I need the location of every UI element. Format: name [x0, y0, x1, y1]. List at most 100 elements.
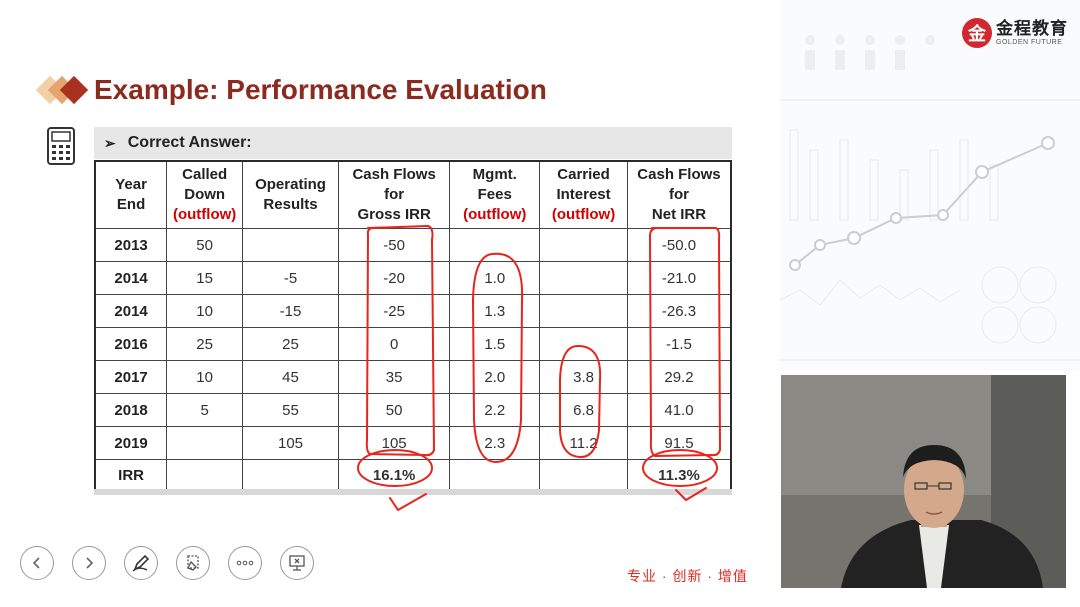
cell-operating-results: 55 — [242, 393, 339, 427]
highlighter-button[interactable] — [176, 546, 210, 580]
cell-called-down: 15 — [166, 261, 244, 295]
cell-mgmt-fees: 2.3 — [449, 426, 541, 460]
cell-mgmt-fees — [449, 228, 541, 262]
next-slide-button[interactable] — [72, 546, 106, 580]
cell-net-cf: 41.0 — [626, 393, 732, 427]
footer-slogan: 专业 · 创新 · 增值 — [627, 568, 748, 584]
cell-year: 2018 — [94, 393, 168, 427]
answer-label: Correct Answer: — [127, 134, 252, 151]
brand-name-cn: 金程教育 — [996, 19, 1068, 38]
prev-slide-button[interactable] — [20, 546, 54, 580]
cell-mgmt-fees: 1.3 — [449, 294, 541, 328]
cell-gross-cf: -50 — [337, 228, 451, 262]
cell-year: 2019 — [94, 426, 168, 460]
more-options-button[interactable] — [228, 546, 262, 580]
cell-gross-cf: -20 — [337, 261, 451, 295]
outflow-note: (outflow) — [172, 206, 237, 223]
cell-called-down — [166, 426, 244, 460]
irr-row: IRR 16.1% 11.3% — [94, 459, 732, 492]
cell-year: 2014 — [94, 261, 168, 295]
cell-operating-results: -15 — [242, 294, 339, 328]
cell-called-down: 10 — [166, 360, 244, 394]
cell-called-down: 10 — [166, 294, 244, 328]
cell-net-cf: -1.5 — [626, 327, 732, 361]
cell-mgmt-fees: 1.5 — [449, 327, 541, 361]
cell-operating-results: -5 — [242, 261, 339, 295]
table-row: 2019 105 105 2.3 11.2 91.5 — [94, 426, 732, 460]
highlighter-icon — [187, 555, 199, 571]
calculator-icon — [47, 127, 75, 165]
cell-carried-interest: 6.8 — [539, 393, 628, 427]
outflow-note: (outflow) — [463, 206, 527, 223]
table-row: 2014 10 -15 -25 1.3 -26.3 — [94, 294, 732, 328]
slideshow-toolbar — [20, 546, 314, 580]
screen-exit-icon — [289, 555, 305, 571]
brand-mark-icon: 金 — [962, 18, 992, 48]
cell-net-cf: -21.0 — [626, 261, 732, 295]
table-row: 2013 50 -50 -50.0 — [94, 228, 732, 262]
cell-net-cf: 91.5 — [626, 426, 732, 460]
cell-gross-cf: -25 — [337, 294, 451, 328]
cell-carried-interest — [539, 327, 628, 361]
cell-gross-cf: 0 — [337, 327, 451, 361]
bullet-arrow-icon: ➢ — [104, 134, 116, 151]
pen-tool-button[interactable] — [124, 546, 158, 580]
cell-net-cf: -50.0 — [626, 228, 732, 262]
cell-year: 2013 — [94, 228, 168, 262]
table-row: 2018 5 55 50 2.2 6.8 41.0 — [94, 393, 732, 427]
cell-called-down: 50 — [166, 228, 244, 262]
header-year-end: Year End — [94, 160, 168, 229]
cell-called-down: 25 — [166, 327, 244, 361]
cell-operating-results: 25 — [242, 327, 339, 361]
more-dots-icon — [236, 560, 254, 566]
brand-name-en: GOLDEN FUTURE — [996, 39, 1063, 46]
presenter-webcam — [781, 375, 1066, 588]
cell-irr-empty — [166, 459, 244, 492]
header-mgmt-fees: Mgmt. Fees (outflow) — [449, 160, 541, 229]
cell-year: 2016 — [94, 327, 168, 361]
cell-irr-empty — [242, 459, 339, 492]
header-called-down: Called Down (outflow) — [166, 160, 244, 229]
cell-operating-results: 45 — [242, 360, 339, 394]
cell-gross-cf: 105 — [337, 426, 451, 460]
cell-carried-interest — [539, 228, 628, 262]
cell-carried-interest — [539, 294, 628, 328]
header-carried-interest: Carried Interest (outflow) — [539, 160, 628, 229]
brand-logo: 金 金程教育 GOLDEN FUTURE — [962, 18, 1068, 48]
cash-flow-table: Year End Called Down (outflow) Operating Res… — [94, 160, 732, 492]
cell-carried-interest — [539, 261, 628, 295]
cell-net-cf: -26.3 — [626, 294, 732, 328]
exit-show-button[interactable] — [280, 546, 314, 580]
cell-mgmt-fees: 1.0 — [449, 261, 541, 295]
cell-net-cf: 29.2 — [626, 360, 732, 394]
chevron-left-icon — [32, 557, 40, 569]
chevron-right-icon — [86, 557, 94, 569]
cell-carried-interest: 3.8 — [539, 360, 628, 394]
cell-operating-results: 105 — [242, 426, 339, 460]
cell-carried-interest: 11.2 — [539, 426, 628, 460]
cell-irr-label: IRR — [94, 459, 168, 492]
cell-called-down: 5 — [166, 393, 244, 427]
cell-mgmt-fees: 2.0 — [449, 360, 541, 394]
header-gross-cash-flows: Cash Flows for Gross IRR — [337, 160, 451, 229]
cell-gross-irr: 16.1% — [337, 459, 451, 492]
cell-gross-cf: 35 — [337, 360, 451, 394]
cell-net-irr: 11.3% — [626, 459, 732, 492]
background-decoration — [780, 0, 1080, 370]
outflow-note: (outflow) — [551, 206, 616, 223]
cell-operating-results — [242, 228, 339, 262]
presenter-video-image — [781, 375, 1066, 588]
table-row: 2017 10 45 35 2.0 3.8 29.2 — [94, 360, 732, 394]
cell-mgmt-fees: 2.2 — [449, 393, 541, 427]
slide-title: Example: Performance Evaluation — [94, 74, 547, 105]
gross-check-mark — [389, 493, 427, 511]
table-row: 2014 15 -5 -20 1.0 -21.0 — [94, 261, 732, 295]
cell-gross-cf: 50 — [337, 393, 451, 427]
slide-header: Example: Performance Evaluation — [35, 72, 547, 108]
answer-heading: ➢ Correct Answer: — [94, 127, 732, 159]
header-operating-results: Operating Results — [242, 160, 339, 229]
table-shadow — [94, 489, 732, 495]
pen-icon — [132, 554, 150, 572]
cell-irr-empty — [449, 459, 541, 492]
header-net-cash-flows: Cash Flows for Net IRR — [626, 160, 732, 229]
